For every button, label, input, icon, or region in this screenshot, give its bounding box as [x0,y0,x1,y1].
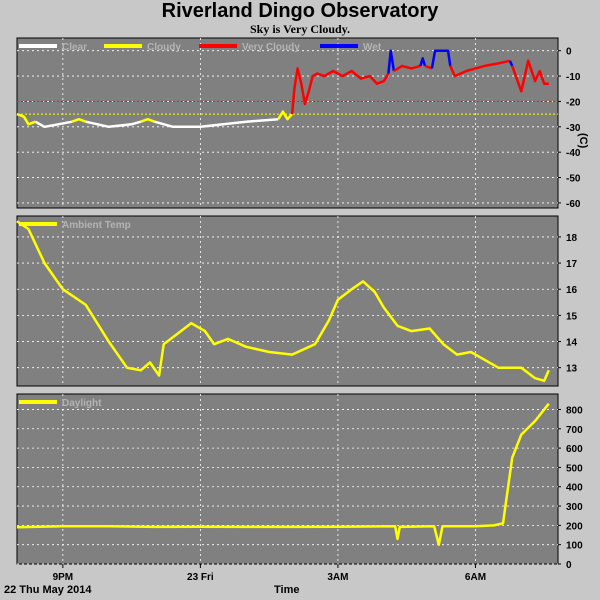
ambient-plot-area [16,215,559,387]
y-tick-label: 100 [566,541,583,552]
y-tick-label: 15 [566,311,578,322]
legend-label: Ambient Temp [62,220,131,231]
page-title: Riverland Dingo Observatory [161,0,439,22]
series-line-wet [508,60,514,67]
y-tick-label: 800 [566,405,583,416]
series-line-ambient-temp [16,220,550,383]
date-label: 22 Thu May 2014 [4,584,92,596]
legend-label: Cloudy [147,42,181,53]
sky-plot-area [16,37,559,209]
x-tick-label: 3AM [327,572,348,583]
y-tick-label: 600 [566,444,583,455]
y-tick-label: 300 [566,502,583,513]
series-line-clear [154,117,279,129]
legend-label: Clear [62,42,87,53]
legend-label: Wet [363,42,382,53]
ambient-panel [16,215,561,387]
y-tick-label: 0 [566,560,572,571]
x-tick-label: 9PM [53,572,74,583]
y-axis-unit-label: (C) [577,133,589,149]
series-line-very-cloudy [290,67,390,115]
y-tick-label: 200 [566,521,583,532]
y-tick-label: -60 [566,199,581,210]
series-line-clear [85,120,142,129]
series-line-wet [430,49,452,69]
sky-panel [16,37,561,209]
y-tick-label: 13 [566,364,578,375]
y-tick-label: -30 [566,123,581,134]
y-tick-label: -50 [566,174,581,185]
y-tick-label: 700 [566,425,583,436]
series-line-wet [387,49,396,74]
series-line-cloudy [140,117,155,123]
y-tick-label: 16 [566,285,578,296]
y-tick-label: 500 [566,463,583,474]
legend-label: Very Cloudy [242,42,300,53]
y-tick-label: -10 [566,72,581,83]
y-tick-label: -40 [566,148,581,159]
series-line-very-cloudy [449,59,511,78]
series-line-cloudy [277,110,294,121]
y-tick-label: 0 [566,47,572,58]
x-axis-title: Time [274,584,300,596]
x-tick-label: 6AM [465,572,486,583]
x-tick-label: 23 Fri [187,572,214,583]
series-line-daylight [16,402,550,546]
sky-status: Sky is Very Cloudy. [249,22,351,36]
y-tick-label: 400 [566,483,583,494]
y-tick-label: 18 [566,233,578,244]
series-line-cloudy [71,117,87,123]
daylight-plot-area [16,393,559,565]
y-tick-label: 14 [566,338,578,349]
series-line-very-cloudy [511,59,549,93]
y-tick-label: 17 [566,259,578,270]
legend-label: Daylight [62,398,102,409]
series-line-very-cloudy [393,64,421,73]
daylight-panel [16,393,561,568]
y-tick-label: -20 [566,97,581,108]
series-line-clear [34,120,73,129]
series-line-cloudy [16,112,36,126]
series-line-wet [419,57,427,67]
